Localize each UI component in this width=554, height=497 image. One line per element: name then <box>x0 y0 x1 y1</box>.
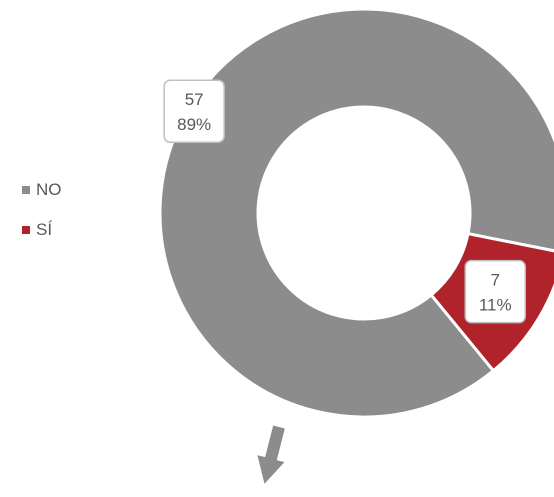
data-label-si-value: 7 <box>490 271 499 290</box>
legend-swatch-no <box>22 186 30 194</box>
legend-swatch-si <box>22 226 30 234</box>
legend-item-si: SÍ <box>22 218 62 242</box>
down-arrow-icon <box>257 425 285 484</box>
slice-no <box>158 7 554 419</box>
data-label-si-box <box>464 259 526 324</box>
data-label-no-box <box>163 79 225 143</box>
data-label-si-percent: 11% <box>479 296 512 315</box>
legend: NO SÍ <box>22 178 62 258</box>
legend-label-no: NO <box>36 180 62 199</box>
data-label-no-value: 57 <box>185 90 204 109</box>
data-label-si: 711% <box>464 259 526 324</box>
legend-item-no: NO <box>22 178 62 202</box>
legend-label-si: SÍ <box>36 220 53 239</box>
data-label-no-percent: 89% <box>177 115 211 134</box>
